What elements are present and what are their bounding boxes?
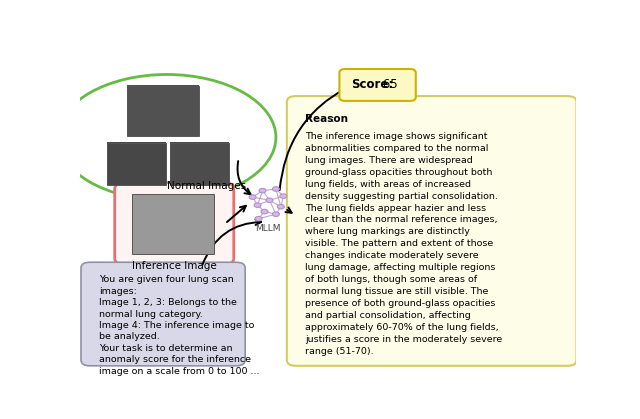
Circle shape	[273, 212, 280, 217]
Text: Normal Images: Normal Images	[167, 181, 246, 191]
Circle shape	[261, 210, 268, 214]
FancyBboxPatch shape	[81, 262, 245, 366]
Circle shape	[277, 204, 284, 209]
Circle shape	[280, 194, 287, 198]
Bar	[127, 86, 199, 136]
FancyBboxPatch shape	[115, 183, 234, 265]
Text: Score:: Score:	[351, 78, 394, 91]
Circle shape	[266, 198, 273, 202]
Bar	[108, 142, 166, 185]
Circle shape	[255, 217, 262, 221]
Bar	[132, 194, 214, 253]
Circle shape	[259, 189, 266, 193]
Text: Reason: Reason	[305, 114, 348, 124]
Text: The inference image shows significant
abnormalities compared to the normal
lung : The inference image shows significant ab…	[305, 132, 502, 356]
Text: :: :	[331, 114, 335, 124]
Circle shape	[273, 187, 280, 191]
FancyBboxPatch shape	[339, 69, 416, 101]
Text: Inference Image: Inference Image	[132, 261, 216, 271]
Text: You are given four lung scan
images:
Image 1, 2, 3: Belongs to the
normal lung c: You are given four lung scan images: Ima…	[99, 275, 259, 376]
FancyBboxPatch shape	[287, 96, 577, 366]
Circle shape	[254, 203, 261, 207]
Circle shape	[249, 195, 256, 199]
Text: 65: 65	[379, 78, 397, 91]
Bar	[170, 142, 229, 185]
Text: MLLM: MLLM	[255, 224, 280, 233]
